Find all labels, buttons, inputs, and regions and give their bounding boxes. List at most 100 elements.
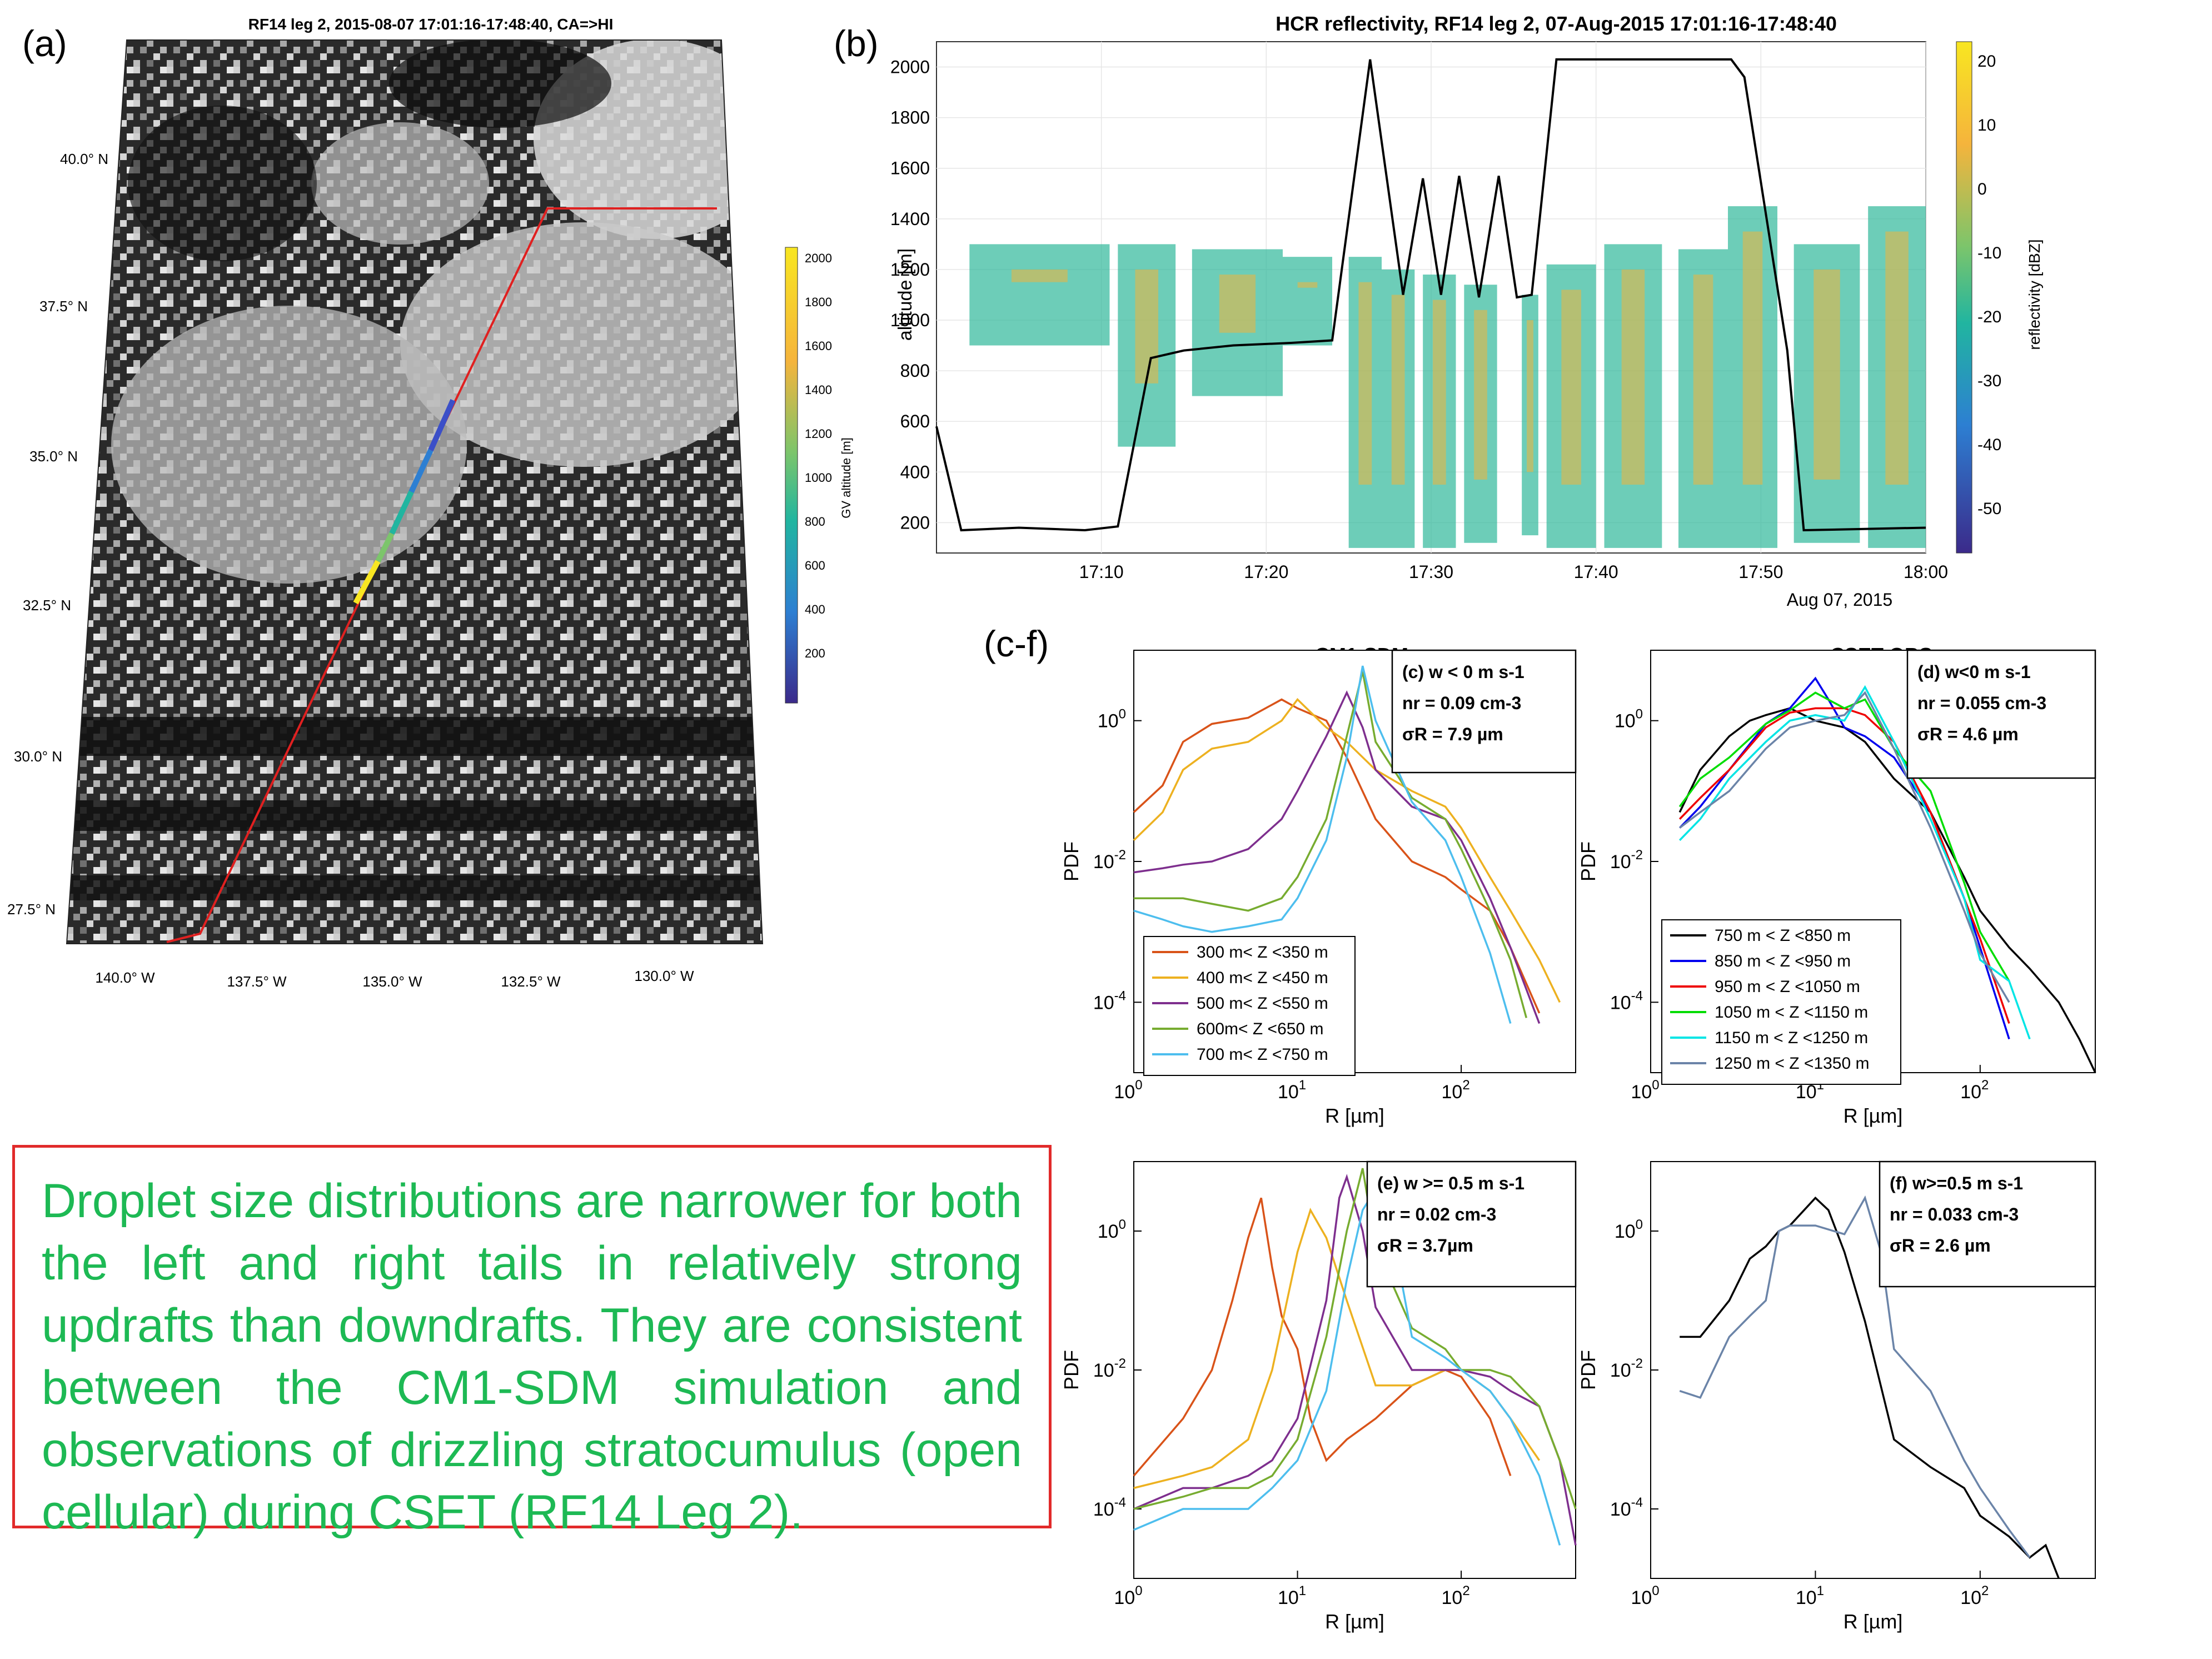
altitude-line bbox=[935, 58, 1926, 532]
cb-tick-20: 20 bbox=[1977, 52, 1996, 71]
legend-label: 850 m < Z <950 m bbox=[1715, 952, 1851, 970]
svg-text:Aug 07, 2015: Aug 07, 2015 bbox=[1787, 590, 1892, 610]
x-tick-label: 17:40 bbox=[1574, 562, 1618, 582]
x-tick-label: 100 bbox=[1631, 1583, 1659, 1608]
y-tick-label: 400 bbox=[900, 462, 930, 482]
y-tick-label: 10-4 bbox=[1610, 1495, 1643, 1520]
reflectivity-core bbox=[1297, 282, 1318, 288]
x-tick-label: 17:50 bbox=[1738, 562, 1783, 582]
reflectivity-core bbox=[1814, 269, 1840, 480]
annotation-line: nr = 0.09 cm-3 bbox=[1402, 693, 1521, 713]
reflectivity-core bbox=[1742, 231, 1763, 485]
svg-text:600: 600 bbox=[805, 559, 825, 572]
cb-tick-m30: -30 bbox=[1977, 372, 2001, 390]
cb-tick-10: 10 bbox=[1977, 116, 1996, 134]
panel-a-title: RF14 leg 2, 2015-08-07 17:01:16-17:48:40… bbox=[248, 16, 614, 33]
series-line bbox=[1133, 698, 1561, 1003]
x-axis-label: R [µm] bbox=[1325, 1104, 1384, 1127]
reflectivity-core bbox=[1219, 275, 1256, 333]
svg-text:400: 400 bbox=[805, 602, 825, 616]
annotation-line: σR = 2.6 µm bbox=[1890, 1235, 1991, 1256]
y-tick-label: 1400 bbox=[890, 209, 930, 229]
x-tick-label: 102 bbox=[1442, 1583, 1470, 1608]
reflectivity-core bbox=[1391, 295, 1405, 485]
x-axis-label: R [µm] bbox=[1325, 1610, 1384, 1633]
reflectivity-core bbox=[1358, 282, 1372, 485]
cb-tick-m50: -50 bbox=[1977, 500, 2001, 518]
svg-text:altitude [m]: altitude [m] bbox=[895, 248, 916, 341]
svg-text:140.0° W: 140.0° W bbox=[95, 969, 155, 986]
annotation-box bbox=[1879, 1160, 2096, 1288]
panel-e-chart: 100 10-2 10-4 100 101 102 R [µm] PDF (e) w >= 0.… bbox=[1060, 1160, 1577, 1633]
annotation-line: σR = 7.9 µm bbox=[1402, 724, 1503, 744]
series-line bbox=[1134, 671, 1528, 1018]
y-tick-label: 800 bbox=[900, 361, 930, 381]
x-tick-label: 18:00 bbox=[1904, 562, 1948, 582]
annotation-line: σR = 4.6 µm bbox=[1917, 724, 2019, 744]
y-tick-label: 1600 bbox=[890, 158, 930, 178]
legend-label: 950 m < Z <1050 m bbox=[1715, 978, 1860, 996]
x-tick-label: 100 bbox=[1631, 1078, 1659, 1103]
panel-b-title: HCR reflectivity, RF14 leg 2, 07-Aug-201… bbox=[1276, 12, 1837, 35]
y-tick-label: 10-2 bbox=[1093, 1356, 1126, 1381]
annotation-line: (e) w >= 0.5 m s-1 bbox=[1377, 1173, 1525, 1193]
legend-label: 600m< Z <650 m bbox=[1197, 1020, 1323, 1038]
annotation-line: (f) w>=0.5 m s-1 bbox=[1890, 1173, 2023, 1193]
reflectivity-core bbox=[1527, 320, 1533, 472]
reflectivity-core bbox=[1693, 275, 1713, 485]
y-tick-label: 10-4 bbox=[1093, 1495, 1126, 1520]
x-tick-label: 102 bbox=[1960, 1583, 1989, 1608]
svg-text:32.5° N: 32.5° N bbox=[23, 597, 71, 614]
svg-text:reflectivity [dBZ]: reflectivity [dBZ] bbox=[2026, 239, 2043, 350]
svg-text:137.5° W: 137.5° W bbox=[227, 973, 287, 990]
y-tick-label: 100 bbox=[1098, 1217, 1126, 1242]
series-line bbox=[1680, 1196, 2060, 1579]
svg-text:135.0° W: 135.0° W bbox=[362, 973, 422, 990]
y-axis-label: PDF bbox=[1577, 841, 1600, 881]
panel-a-map: 2000 1800 1600 1400 1200 1000 800 600 40… bbox=[7, 39, 853, 990]
svg-text:27.5° N: 27.5° N bbox=[7, 901, 56, 918]
x-tick-label: 17:20 bbox=[1244, 562, 1288, 582]
x-tick-label: 101 bbox=[1796, 1583, 1824, 1608]
reflectivity-core bbox=[1621, 269, 1645, 485]
summary-text: Droplet size distributions are narrower … bbox=[42, 1174, 1022, 1539]
x-tick-label: 102 bbox=[1960, 1078, 1989, 1103]
y-tick-label: 1800 bbox=[890, 108, 930, 128]
annotation-line: σR = 3.7µm bbox=[1377, 1235, 1473, 1256]
y-tick-label: 200 bbox=[900, 512, 930, 532]
annotation-line: (d) w<0 m s-1 bbox=[1917, 662, 2031, 682]
svg-text:130.0° W: 130.0° W bbox=[634, 968, 694, 984]
y-tick-label: 1000 bbox=[890, 310, 930, 330]
svg-text:2000: 2000 bbox=[805, 251, 832, 265]
legend-label: 500 m< Z <550 m bbox=[1197, 994, 1328, 1013]
svg-text:1600: 1600 bbox=[805, 339, 832, 353]
svg-text:37.5° N: 37.5° N bbox=[39, 298, 88, 315]
reflectivity-core bbox=[1011, 269, 1068, 282]
panel-b-chart: 20 10 0 -10 -20 -30 -40 -50 reflectivity… bbox=[890, 41, 2043, 610]
cb-tick-m40: -40 bbox=[1977, 436, 2001, 454]
y-axis-label: PDF bbox=[1577, 1350, 1600, 1390]
svg-text:132.5° W: 132.5° W bbox=[501, 973, 561, 990]
annotation-line: nr = 0.02 cm-3 bbox=[1377, 1204, 1496, 1224]
series-line bbox=[1133, 665, 1512, 1024]
panel-f-chart: 100 10-2 10-4 100 101 102 R [µm] PDF (f) w>=0.5 … bbox=[1577, 1160, 2096, 1633]
legend-label: 1050 m < Z <1150 m bbox=[1715, 1003, 1868, 1022]
svg-text:1000: 1000 bbox=[805, 471, 832, 485]
series-line bbox=[1678, 691, 2010, 982]
y-tick-label: 100 bbox=[1615, 707, 1643, 732]
panel-cf-label: (c-f) bbox=[984, 623, 1049, 664]
series-line bbox=[1679, 1195, 2031, 1558]
legend-label: 700 m< Z <750 m bbox=[1197, 1045, 1328, 1064]
annotation-line: nr = 0.055 cm-3 bbox=[1917, 693, 2046, 713]
series-line bbox=[1678, 707, 2096, 1073]
panel-b-label: (b) bbox=[834, 23, 879, 64]
legend-label: 1250 m < Z <1350 m bbox=[1715, 1054, 1870, 1073]
reflectivity-curtain bbox=[969, 244, 1110, 346]
legend-label: 1150 m < Z <1250 m bbox=[1715, 1029, 1868, 1047]
reflectivity-core bbox=[1135, 269, 1159, 383]
y-tick-label: 100 bbox=[1615, 1217, 1643, 1242]
svg-text:1800: 1800 bbox=[805, 295, 832, 309]
y-tick-label: 10-4 bbox=[1093, 988, 1126, 1013]
panel-c-chart: 100 10-2 10-4 100 101 102 R [µm] PDF (c) w < 0 m… bbox=[1060, 649, 1577, 1127]
